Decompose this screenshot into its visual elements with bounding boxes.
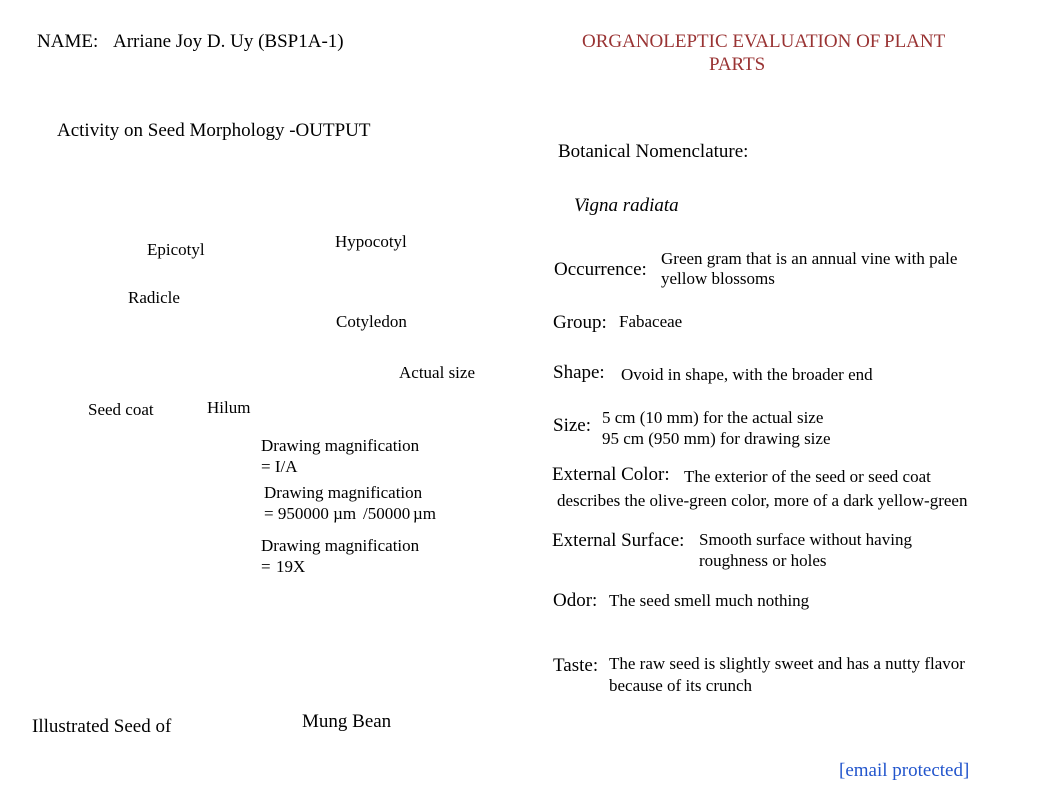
radicle-label: Radicle [128, 288, 180, 308]
external-color-value-2: describes the olive-green color, more of… [557, 491, 967, 511]
seed-name: Mung Bean [302, 711, 391, 733]
magnification-line1: Drawing magnification [261, 436, 419, 456]
taste-label: Taste: [553, 655, 598, 677]
shape-value: Ovoid in shape, with the broader end [621, 365, 873, 385]
magnification-line4c: µm [413, 504, 436, 524]
magnification-line4a: = 950000 µm [264, 504, 356, 524]
odor-value: The seed smell much nothing [609, 591, 809, 611]
actual-size-label: Actual size [399, 363, 475, 383]
external-color-value-1: The exterior of the seed or seed coat [684, 467, 931, 487]
magnification-line6a: = [261, 557, 271, 577]
magnification-line3: Drawing magnification [264, 483, 422, 503]
name-label: NAME: [37, 31, 98, 53]
header-title-part2: PLANT [884, 31, 945, 53]
botanical-label: Botanical Nomenclature: [558, 141, 748, 163]
illustrated-label: Illustrated Seed of [32, 716, 171, 738]
email-link[interactable]: [email protected] [839, 760, 969, 782]
taste-value-2: because of its crunch [609, 676, 752, 696]
occurrence-value: Green gram that is an annual vine with p… [661, 249, 981, 289]
header-title-part3: PARTS [709, 54, 765, 76]
size-value-1: 5 cm (10 mm) for the actual size [602, 408, 823, 428]
botanical-value: Vigna radiata [574, 195, 679, 217]
group-value: Fabaceae [619, 312, 682, 332]
magnification-line6b: 19X [276, 557, 305, 577]
external-surface-value-2: roughness or holes [699, 551, 826, 571]
external-surface-label: External Surface: [552, 530, 684, 552]
cotyledon-label: Cotyledon [336, 312, 407, 332]
epicotyl-label: Epicotyl [147, 240, 205, 260]
hypocotyl-label: Hypocotyl [335, 232, 407, 252]
size-value-2: 95 cm (950 mm) for drawing size [602, 429, 831, 449]
activity-title: Activity on Seed Morphology -OUTPUT [57, 120, 370, 142]
occurrence-label: Occurrence: [554, 259, 647, 281]
magnification-line2: = I/A [261, 457, 298, 477]
magnification-line5: Drawing magnification [261, 536, 419, 556]
hilum-label: Hilum [207, 398, 250, 418]
name-value: Arriane Joy D. Uy (BSP1A-1) [113, 31, 344, 53]
taste-value-1: The raw seed is slightly sweet and has a… [609, 654, 965, 674]
seed-coat-label: Seed coat [88, 400, 154, 420]
header-title-part1: ORGANOLEPTIC EVALUATION OF [582, 31, 880, 53]
external-color-label: External Color: [552, 464, 670, 486]
shape-label: Shape: [553, 362, 605, 384]
odor-label: Odor: [553, 590, 597, 612]
size-label: Size: [553, 415, 591, 437]
external-surface-value-1: Smooth surface without having [699, 530, 912, 550]
magnification-line4b: /50000 [363, 504, 410, 524]
group-label: Group: [553, 312, 607, 334]
